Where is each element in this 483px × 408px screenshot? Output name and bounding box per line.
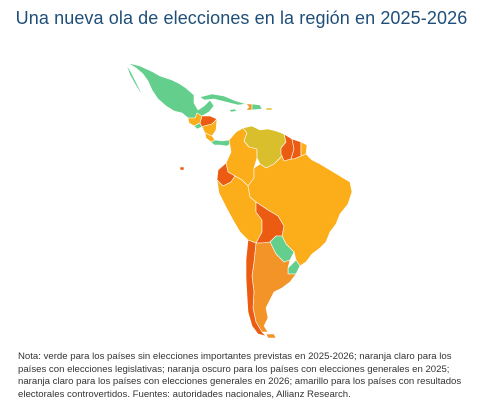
country-haiti	[245, 103, 253, 111]
latin-america-map	[125, 62, 353, 339]
map-title: Una nueva ola de elecciones en la región…	[15, 8, 468, 28]
country-dominican-republic	[251, 103, 263, 111]
country-chile	[245, 239, 267, 337]
country-cuba	[199, 93, 247, 106]
country-mexico	[125, 62, 215, 119]
map-note: Nota: verde para los países sin eleccion…	[18, 351, 462, 400]
